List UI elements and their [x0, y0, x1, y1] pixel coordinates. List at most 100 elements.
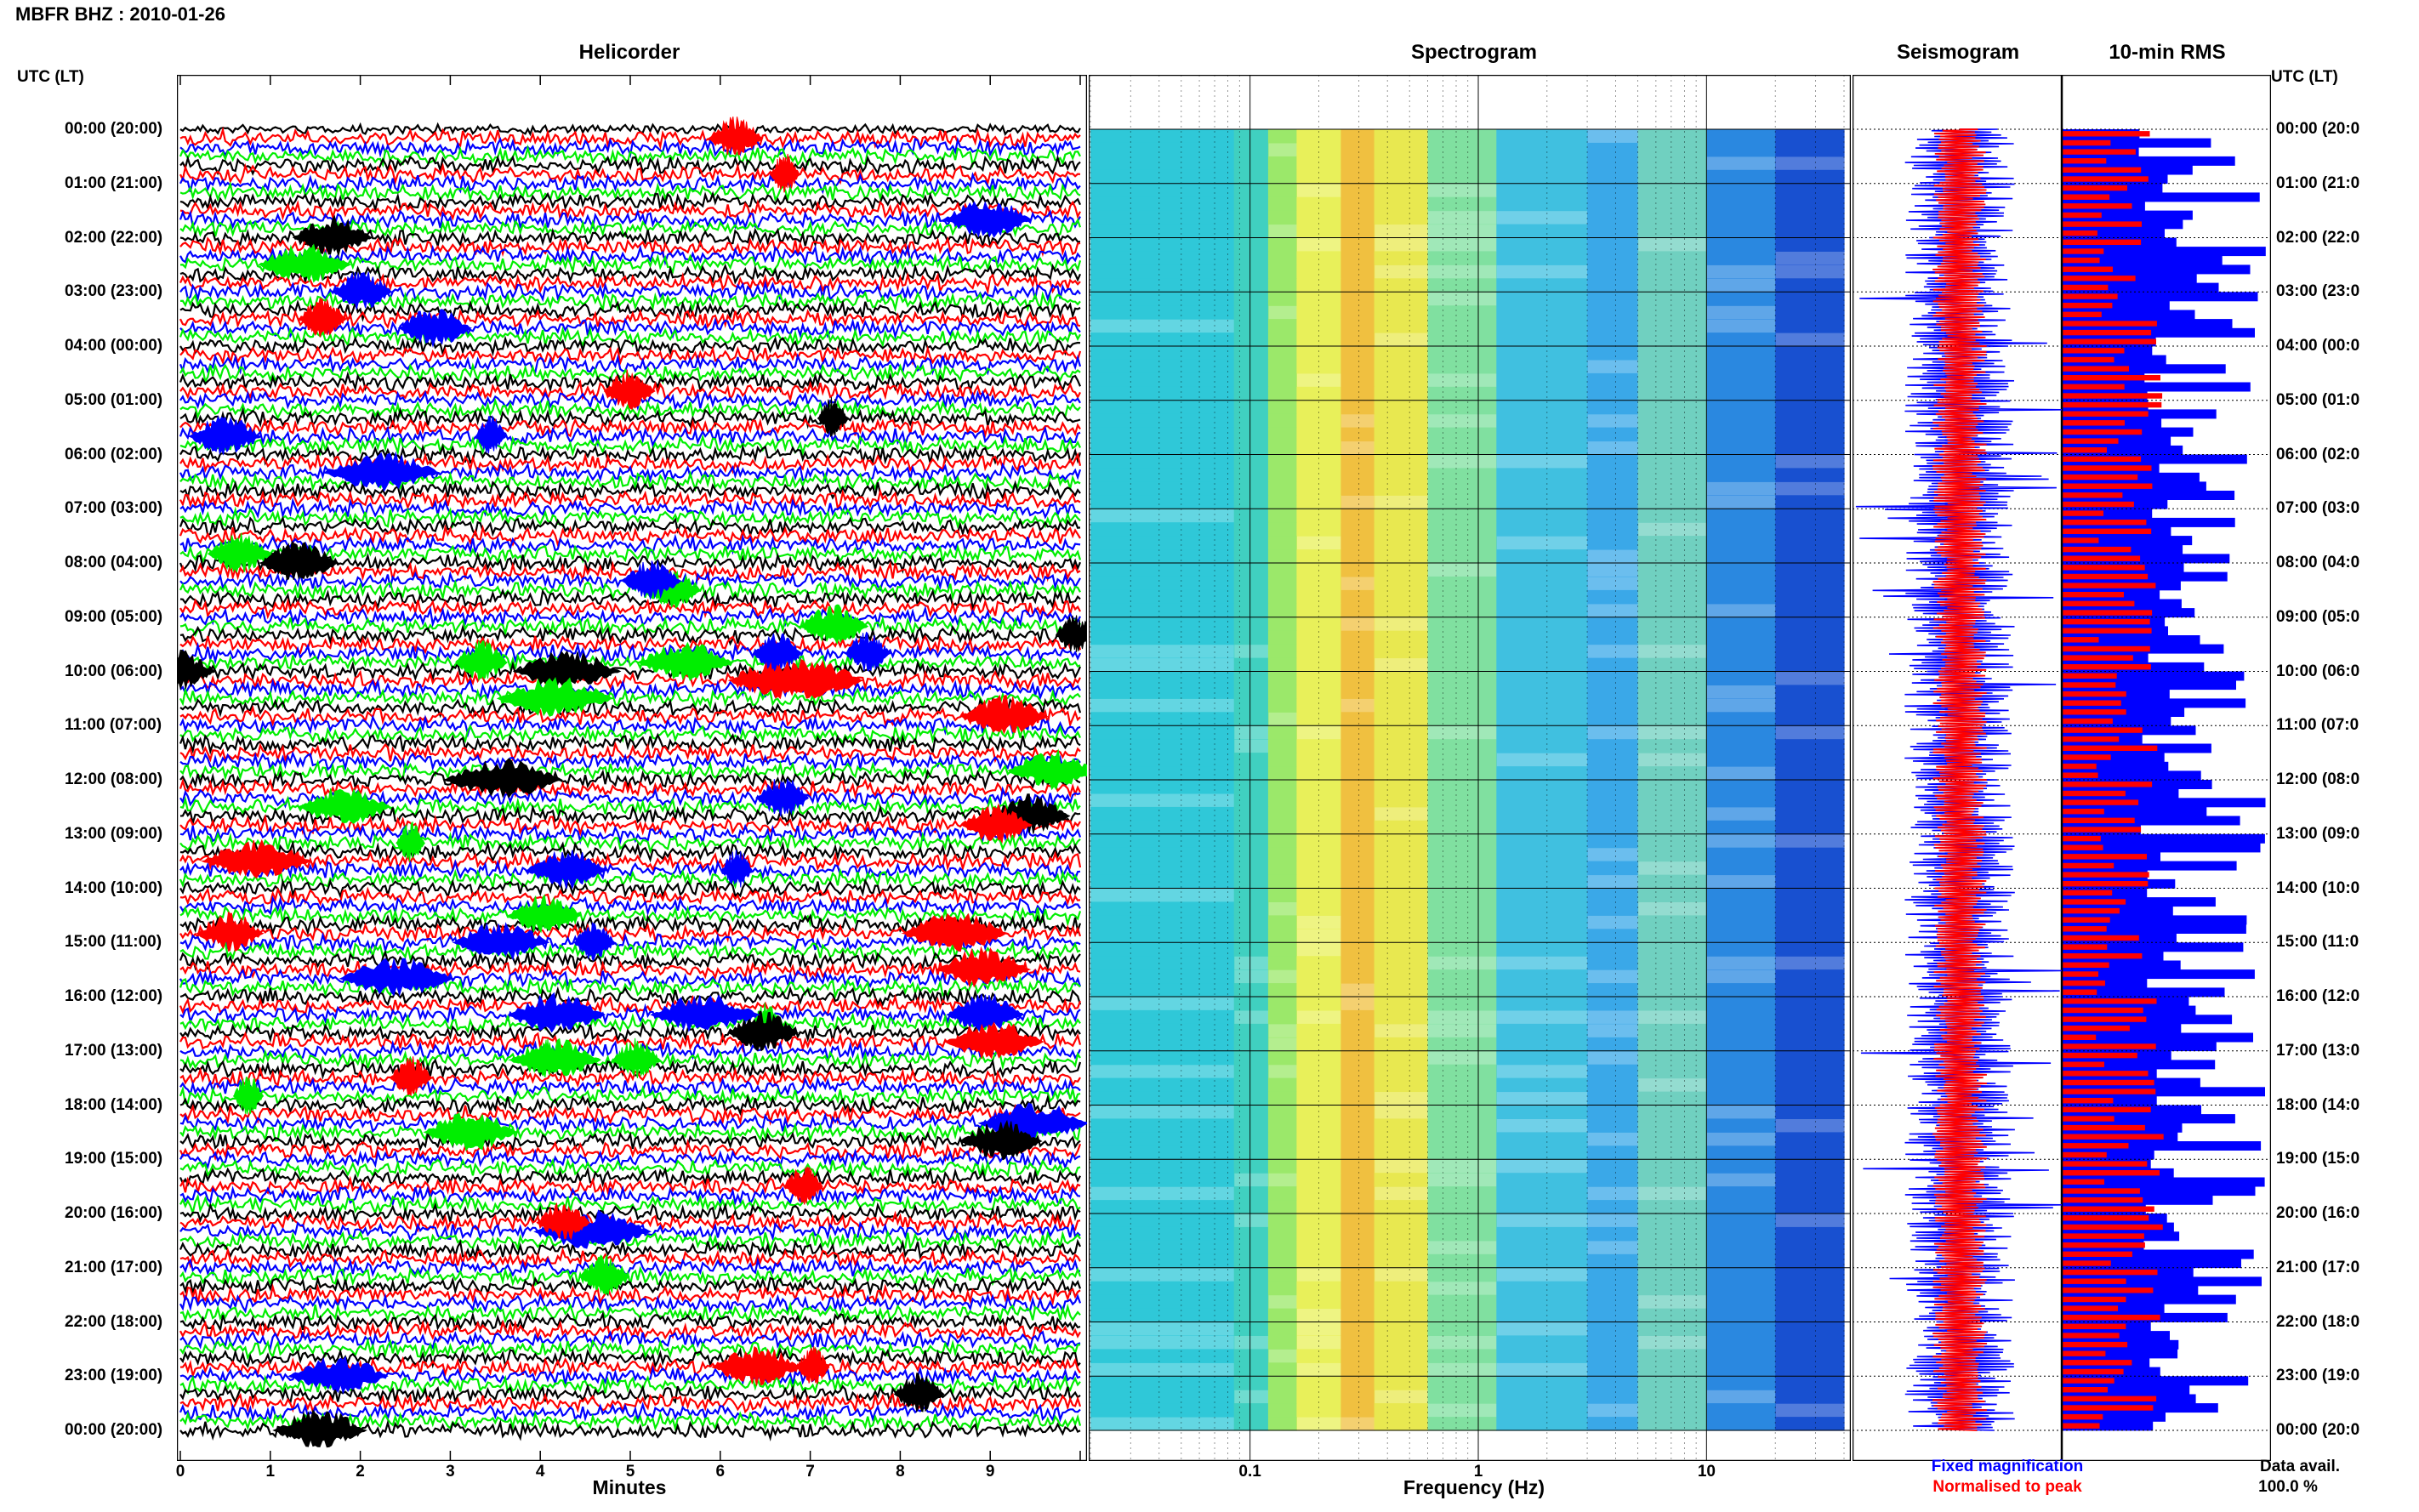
spectrogram-cell: [1267, 1240, 1297, 1255]
spectrogram-cell: [1090, 169, 1235, 185]
helicorder-burst: [442, 758, 563, 799]
helicorder-burst: [635, 641, 735, 682]
spectrogram-cell: [1296, 1132, 1341, 1146]
rms-bar-normalised: [2062, 709, 2126, 715]
time-label-left: 00:00 (20:00): [65, 120, 163, 138]
spectrogram-cell: [1374, 264, 1428, 279]
helicorder-trace: [179, 1401, 1081, 1423]
spectrogram-cell: [1775, 901, 1845, 916]
spectrogram-cell: [1340, 833, 1375, 849]
helicorder-trace: [179, 1319, 1081, 1342]
time-axis-label-left: UTC (LT): [17, 68, 84, 86]
time-label-right: 00:00 (20:0: [2276, 1421, 2360, 1439]
spectrogram-cell: [1587, 766, 1639, 781]
time-label-right: 18:00 (14:0: [2276, 1095, 2360, 1114]
spectrogram-cell: [1587, 780, 1639, 794]
spectrogram-cell: [1090, 1037, 1235, 1052]
helicorder-trace: [179, 859, 1081, 882]
spectrogram-cell: [1706, 549, 1776, 564]
seismogram-title: Seismogram: [1896, 41, 2020, 64]
spectrogram-cell: [1427, 1186, 1497, 1201]
spectrogram-cell: [1496, 1294, 1588, 1310]
spectrogram-cell: [1775, 1281, 1845, 1296]
helicorder-trace: [179, 1247, 1081, 1270]
helicorder-trace: [179, 741, 1081, 765]
spectrogram-cell: [1637, 156, 1707, 171]
spectrogram-cell: [1427, 1077, 1497, 1093]
spectrogram-cell: [1496, 1173, 1588, 1187]
spectrogram-cell: [1427, 264, 1497, 279]
spectrogram-cell: [1340, 983, 1375, 998]
spectrogram-cell: [1587, 969, 1639, 984]
spectrogram-cell: [1775, 617, 1845, 632]
helicorder-trace: [179, 878, 1081, 900]
rms-bar-normalised: [2062, 827, 2142, 833]
spectrogram-cell: [1637, 1023, 1707, 1038]
spectrogram-cell: [1637, 1417, 1707, 1431]
spectrogram-cell: [1340, 278, 1375, 293]
spectrogram-cell: [1775, 251, 1845, 265]
spectrogram-cell: [1267, 753, 1297, 767]
spectrogram-cell: [1090, 617, 1235, 632]
spectrogram-cell: [1090, 1294, 1235, 1310]
spectrogram-cell: [1587, 1009, 1639, 1025]
helicorder-trace: [179, 1283, 1081, 1306]
spectrogram-cell: [1090, 671, 1235, 685]
spectrogram-cell: [1340, 1091, 1375, 1106]
helicorder-plot: [177, 75, 1087, 1461]
spectrogram-cell: [1090, 1118, 1235, 1133]
spectrogram-cell: [1637, 712, 1707, 726]
spectrogram-cell: [1427, 372, 1497, 388]
spectrogram-cell: [1775, 1253, 1845, 1269]
time-label-left: 12:00 (08:00): [65, 770, 163, 788]
spectrogram-cell: [1637, 753, 1707, 767]
spectrogram-cell: [1775, 1308, 1845, 1323]
spectrogram-cell: [1374, 1349, 1428, 1363]
spectrogram-cell: [1267, 1403, 1297, 1418]
spectrogram-cell: [1267, 1118, 1297, 1133]
spectrogram-cell: [1340, 1390, 1375, 1404]
spectrogram-cell: [1587, 441, 1639, 456]
spectrogram-cell: [1296, 509, 1341, 523]
time-label-left: 15:00 (11:00): [65, 933, 162, 952]
time-label-left: 18:00 (14:00): [65, 1095, 163, 1114]
spectrogram-cell: [1706, 1037, 1776, 1052]
spectrogram-cell: [1775, 400, 1845, 415]
spectrogram-cell: [1706, 1362, 1776, 1377]
spectrogram-cell: [1637, 333, 1707, 347]
spectrogram-cell: [1775, 685, 1845, 699]
spectrogram-cell: [1267, 942, 1297, 957]
spectrogram-cell: [1637, 725, 1707, 740]
spectrogram-cell: [1233, 481, 1269, 496]
spectrogram-cell: [1267, 1077, 1297, 1093]
spectrogram-cell: [1496, 563, 1588, 577]
spectrogram-cell: [1233, 346, 1269, 361]
spectrogram-cell: [1587, 983, 1639, 998]
spectrogram-cell: [1637, 1335, 1707, 1350]
spectrogram-cell: [1706, 413, 1776, 429]
spectrogram-cell: [1427, 1417, 1497, 1431]
spectrogram-cell: [1496, 359, 1588, 374]
rms-bar-normalised: [2062, 1007, 2143, 1014]
spectrogram-cell: [1090, 1186, 1235, 1201]
spectrogram-cell: [1296, 1253, 1341, 1269]
spectrogram-cell: [1233, 264, 1269, 279]
spectrogram-cell: [1427, 333, 1497, 347]
rms-bar-fixed: [2062, 861, 2237, 871]
spectrogram-cell: [1340, 1253, 1375, 1269]
spectrogram-cell: [1340, 292, 1375, 306]
helicorder-burst: [573, 921, 616, 962]
rms-bar-fixed: [2062, 843, 2261, 853]
rms-bar-fixed: [2062, 192, 2260, 202]
spectrogram-cell: [1340, 196, 1375, 212]
spectrogram-cell: [1090, 1349, 1235, 1363]
spectrogram-cell: [1427, 1308, 1497, 1323]
spectrogram-cell: [1637, 1403, 1707, 1418]
time-label-left: 11:00 (07:00): [65, 716, 162, 735]
spectrogram-cell: [1587, 509, 1639, 523]
time-label-left: 19:00 (15:00): [65, 1150, 163, 1168]
spectrogram-cell: [1090, 1403, 1235, 1418]
spectrogram-cell: [1090, 1009, 1235, 1025]
spectrogram-cell: [1706, 1294, 1776, 1310]
rms-bar-normalised: [2062, 1124, 2145, 1131]
